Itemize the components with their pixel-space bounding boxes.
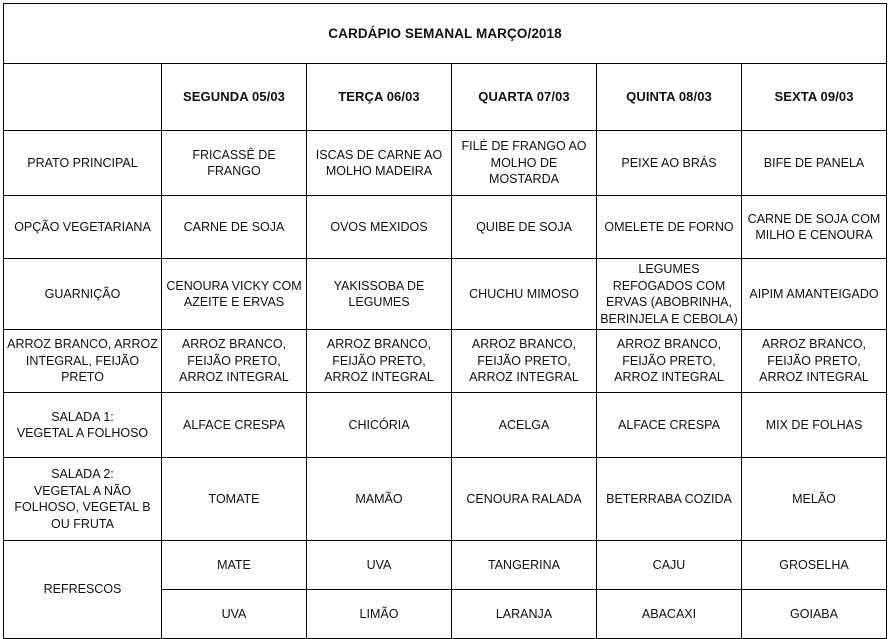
cell-guarnicao-sexta: AIPIM AMANTEIGADO xyxy=(740,258,888,330)
day-header-sexta: SEXTA 09/03 xyxy=(740,63,888,131)
cell-salada1-quinta: ALFACE CRESPA xyxy=(596,392,742,458)
cell-refresco1-segunda: MATE xyxy=(161,540,307,590)
cell-prato-principal-terca: ISCAS DE CARNE AO MOLHO MADEIRA xyxy=(306,130,452,196)
cell-prato-principal-quinta: PEIXE AO BRÁS xyxy=(596,130,742,196)
cell-vegetariana-quinta: OMELETE DE FORNO xyxy=(596,195,742,259)
header-corner-cell xyxy=(3,63,162,131)
weekly-menu-table: CARDÁPIO SEMANAL MARÇO/2018 SEGUNDA 05/0… xyxy=(2,3,888,639)
cell-refresco2-quinta: ABACAXI xyxy=(596,589,742,639)
cell-refresco2-sexta: GOIABA xyxy=(740,589,888,639)
cell-salada1-sexta: MIX DE FOLHAS xyxy=(740,392,888,458)
cell-guarnicao-terca: YAKISSOBA DE LEGUMES xyxy=(306,258,452,330)
cell-salada2-quinta: BETERRABA COZIDA xyxy=(596,457,742,541)
row-label-opcao-vegetariana: OPÇÃO VEGETARIANA xyxy=(3,195,162,259)
table-row-refrescos-1: REFRESCOS MATE UVA TANGERINA CAJU GROSEL… xyxy=(3,540,888,639)
cell-salada2-segunda: TOMATE xyxy=(161,457,307,541)
day-header-terca: TERÇA 06/03 xyxy=(306,63,452,131)
cell-guarnicao-segunda: CENOURA VICKY COM AZEITE E ERVAS xyxy=(161,258,307,330)
cell-vegetariana-sexta: CARNE DE SOJA COM MILHO E CENOURA xyxy=(740,195,888,259)
cell-prato-principal-segunda: FRICASSÊ DE FRANGO xyxy=(161,130,307,196)
day-header-segunda: SEGUNDA 05/03 xyxy=(161,63,307,131)
cell-vegetariana-quarta: QUIBE DE SOJA xyxy=(451,195,597,259)
cell-arroz-segunda: ARROZ BRANCO, FEIJÃO PRETO, ARROZ INTEGR… xyxy=(161,329,307,393)
title-row: CARDÁPIO SEMANAL MARÇO/2018 xyxy=(2,3,888,64)
day-header-quinta: QUINTA 08/03 xyxy=(596,63,742,131)
row-label-salada-2: SALADA 2: VEGETAL A NÃO FOLHOSO, VEGETAL… xyxy=(3,457,162,541)
table-row-salada-2: SALADA 2: VEGETAL A NÃO FOLHOSO, VEGETAL… xyxy=(3,457,888,541)
cell-refresco1-quinta: CAJU xyxy=(596,540,742,590)
menu-sheet: CARDÁPIO SEMANAL MARÇO/2018 SEGUNDA 05/0… xyxy=(2,3,888,639)
table-row-arroz-feijao: ARROZ BRANCO, ARROZ INTEGRAL, FEIJÃO PRE… xyxy=(3,329,888,393)
cell-vegetariana-segunda: CARNE DE SOJA xyxy=(161,195,307,259)
cell-prato-principal-quarta: FILÉ DE FRANGO AO MOLHO DE MOSTARDA xyxy=(451,130,597,196)
cell-arroz-terca: ARROZ BRANCO, FEIJÃO PRETO, ARROZ INTEGR… xyxy=(306,329,452,393)
cell-refresco1-quarta: TANGERINA xyxy=(451,540,597,590)
cell-salada1-segunda: ALFACE CRESPA xyxy=(161,392,307,458)
row-label-guarnicao: GUARNIÇÃO xyxy=(3,258,162,330)
row-label-refrescos: REFRESCOS xyxy=(3,540,162,639)
cell-arroz-quinta: ARROZ BRANCO, FEIJÃO PRETO, ARROZ INTEGR… xyxy=(596,329,742,393)
cell-prato-principal-sexta: BIFE DE PANELA xyxy=(740,130,888,196)
row-label-prato-principal: PRATO PRINCIPAL xyxy=(3,130,162,196)
table-row-opcao-vegetariana: OPÇÃO VEGETARIANA CARNE DE SOJA OVOS MEX… xyxy=(3,195,888,259)
cell-arroz-quarta: ARROZ BRANCO, FEIJÃO PRETO, ARROZ INTEGR… xyxy=(451,329,597,393)
day-header-quarta: QUARTA 07/03 xyxy=(451,63,597,131)
cell-refresco2-quarta: LARANJA xyxy=(451,589,597,639)
table-row-prato-principal: PRATO PRINCIPAL FRICASSÊ DE FRANGO ISCAS… xyxy=(3,130,888,196)
page-title: CARDÁPIO SEMANAL MARÇO/2018 xyxy=(2,3,888,64)
cell-refresco1-terca: UVA xyxy=(306,540,452,590)
cell-salada1-quarta: ACELGA xyxy=(451,392,597,458)
row-label-salada-1: SALADA 1: VEGETAL A FOLHOSO xyxy=(3,392,162,458)
cell-refresco2-terca: LIMÃO xyxy=(306,589,452,639)
cell-guarnicao-quinta: LEGUMES REFOGADOS COM ERVAS (ABOBRINHA, … xyxy=(596,258,742,330)
cell-salada2-quarta: CENOURA RALADA xyxy=(451,457,597,541)
cell-arroz-sexta: ARROZ BRANCO, FEIJÃO PRETO, ARROZ INTEGR… xyxy=(740,329,888,393)
table-row-salada-1: SALADA 1: VEGETAL A FOLHOSO ALFACE CRESP… xyxy=(3,392,888,458)
table-row-guarnicao: GUARNIÇÃO CENOURA VICKY COM AZEITE E ERV… xyxy=(3,258,888,330)
day-header-row: SEGUNDA 05/03 TERÇA 06/03 QUARTA 07/03 Q… xyxy=(3,63,888,131)
cell-salada1-terca: CHICÓRIA xyxy=(306,392,452,458)
cell-vegetariana-terca: OVOS MEXIDOS xyxy=(306,195,452,259)
cell-refresco1-sexta: GROSELHA xyxy=(740,540,888,590)
cell-salada2-terca: MAMÃO xyxy=(306,457,452,541)
cell-refresco2-segunda: UVA xyxy=(161,589,307,639)
cell-salada2-sexta: MELÃO xyxy=(740,457,888,541)
cell-guarnicao-quarta: CHUCHU MIMOSO xyxy=(451,258,597,330)
row-label-arroz-feijao: ARROZ BRANCO, ARROZ INTEGRAL, FEIJÃO PRE… xyxy=(3,329,162,393)
